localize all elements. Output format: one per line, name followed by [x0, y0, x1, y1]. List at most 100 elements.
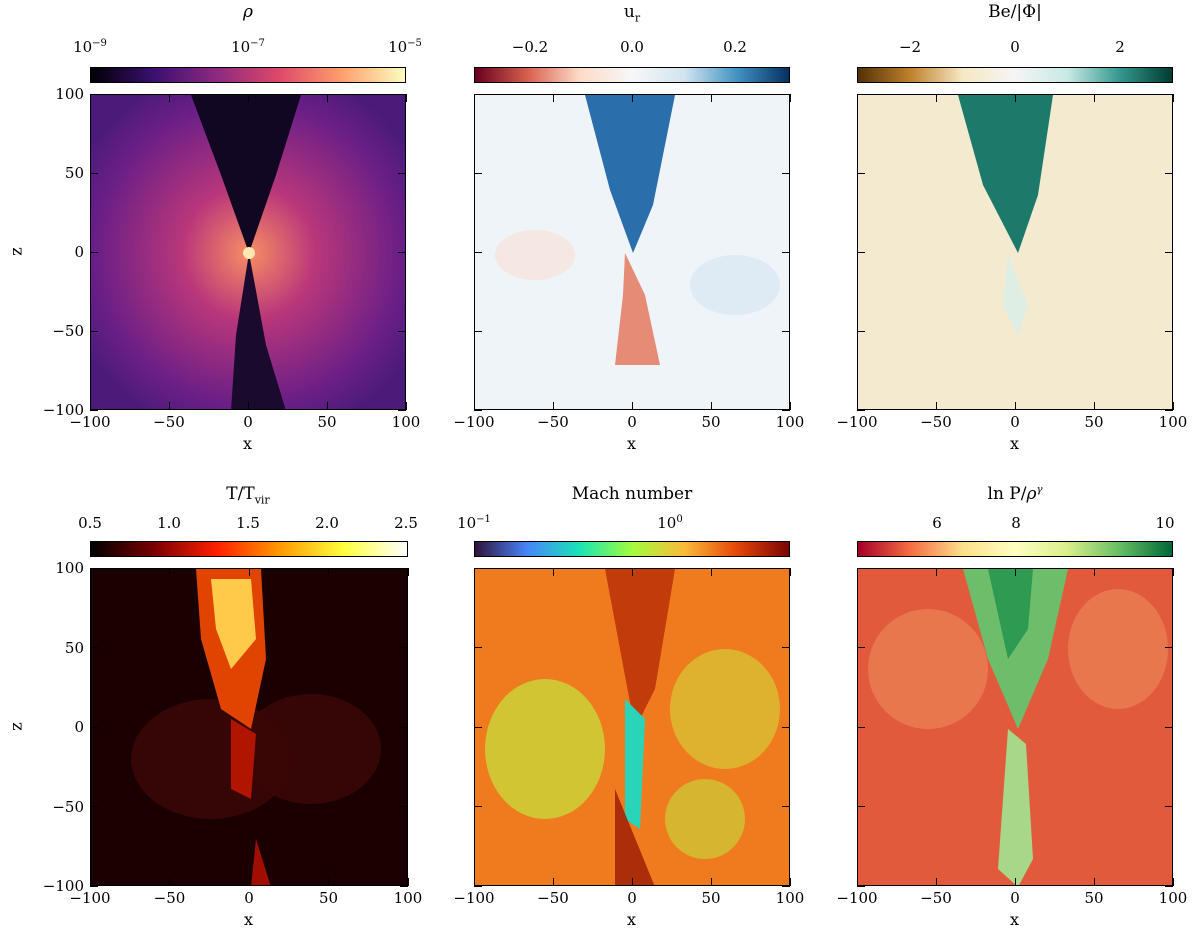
density-y-axis-label: z — [6, 247, 26, 256]
velocity-y-tick-mark — [474, 251, 482, 253]
bernoulli-x-tick-label: 100 — [1158, 413, 1188, 431]
temperature-y-tick-label: −50 — [52, 797, 84, 816]
bernoulli-x-tick-mark — [1014, 402, 1016, 410]
entropy-x-tick-mark — [1172, 568, 1174, 576]
temperature-y-tick-mark — [400, 567, 408, 569]
entropy-colorbar — [857, 541, 1173, 557]
mach-x-tick-label: 50 — [701, 889, 721, 907]
density-x-tick-mark — [247, 402, 249, 410]
velocity-y-tick-mark — [782, 330, 790, 332]
bernoulli-x-tick-mark — [935, 94, 937, 102]
entropy-x-tick-mark — [1093, 878, 1095, 886]
mach-y-tick-mark — [782, 885, 790, 887]
entropy-colorbar-title: ln P/ργ — [987, 484, 1043, 504]
mach-x-tick-mark — [789, 878, 791, 886]
density-y-tick-label: 100 — [55, 85, 84, 103]
mach-x-tick-mark — [552, 568, 554, 576]
entropy-y-tick-mark — [1165, 647, 1173, 648]
density-x-tick-label: 50 — [317, 413, 337, 431]
velocity-map — [474, 94, 790, 410]
density-y-tick-mark — [90, 172, 98, 174]
entropy-x-tick-mark — [935, 878, 937, 886]
velocity-x-tick-mark — [631, 94, 633, 102]
density-x-tick-mark — [405, 94, 407, 102]
mach-x-tick-mark — [710, 878, 712, 886]
bernoulli-x-axis-label: x — [1010, 434, 1020, 453]
density-y-tick-mark — [90, 409, 98, 411]
velocity-x-tick-label: 0 — [627, 413, 637, 431]
velocity-x-tick-mark — [631, 402, 633, 410]
density-y-tick-mark — [398, 330, 406, 332]
entropy-y-tick-mark — [857, 567, 865, 569]
velocity-y-tick-mark — [782, 409, 790, 411]
temperature-y-tick-mark — [90, 806, 98, 807]
mach-x-tick-mark — [631, 878, 633, 886]
temperature-y-tick-mark — [90, 647, 98, 648]
entropy-y-tick-mark — [857, 806, 865, 807]
temperature-y-tick-mark — [400, 806, 408, 807]
mach-colorbar — [474, 541, 790, 557]
temp-cbar-tick-1: 0.5 — [78, 514, 102, 532]
entropy-y-tick-mark — [857, 885, 865, 887]
temp-cbar-tick-4: 2.0 — [315, 514, 339, 532]
bernoulli-x-tick-label: −50 — [920, 413, 952, 431]
temperature-x-tick-mark — [169, 878, 170, 886]
velocity-y-tick-mark — [782, 93, 790, 95]
velocity-cbar-tick-1: −0.2 — [511, 38, 549, 56]
velocity-x-tick-label: 100 — [775, 413, 805, 431]
bernoulli-x-tick-label: 0 — [1010, 413, 1020, 431]
temperature-y-tick-label: 100 — [55, 559, 84, 577]
bernoulli-y-tick-mark — [857, 93, 865, 95]
bernoulli-x-tick-label: −100 — [836, 413, 878, 431]
bernoulli-x-tick-mark — [1172, 94, 1174, 102]
mach-y-tick-mark — [474, 647, 482, 648]
velocity-x-tick-mark — [710, 94, 712, 102]
density-x-tick-mark — [405, 402, 407, 410]
entropy-x-axis-label: x — [1010, 910, 1020, 929]
temp-cbar-tick-3: 1.5 — [236, 514, 260, 532]
entropy-x-tick-label: 100 — [1158, 889, 1188, 907]
entropy-x-tick-mark — [1014, 878, 1016, 886]
mach-x-tick-label: −100 — [453, 889, 495, 907]
mach-y-tick-mark — [474, 806, 482, 807]
bernoulli-y-tick-mark — [857, 330, 865, 332]
entropy-x-tick-mark — [1093, 568, 1095, 576]
temperature-x-tick-mark — [328, 878, 329, 886]
entropy-y-tick-mark — [1165, 885, 1173, 887]
bernoulli-map — [857, 94, 1173, 410]
mach-x-tick-mark — [631, 568, 633, 576]
mach-x-tick-mark — [789, 568, 791, 576]
mach-x-tick-label: 100 — [775, 889, 805, 907]
temperature-x-tick-mark — [407, 878, 409, 886]
temperature-y-tick-mark — [90, 567, 98, 569]
temperature-x-tick-label: −100 — [69, 889, 111, 907]
bernoulli-x-tick-mark — [935, 402, 937, 410]
velocity-x-tick-mark — [473, 402, 475, 410]
mach-cbar-tick-2: 100 — [657, 514, 683, 532]
density-x-tick-mark — [89, 402, 91, 410]
mach-y-tick-mark — [474, 567, 482, 569]
density-map — [90, 94, 406, 410]
temperature-x-tick-mark — [328, 568, 329, 576]
temperature-x-tick-label: −50 — [153, 889, 186, 907]
bernoulli-y-tick-mark — [1165, 409, 1173, 411]
entropy-y-tick-mark — [857, 647, 865, 648]
density-y-tick-mark — [398, 251, 406, 253]
entropy-x-tick-mark — [856, 568, 858, 576]
density-cbar-tick-1: 10−9 — [73, 38, 107, 56]
velocity-y-tick-mark — [474, 330, 482, 332]
density-x-tick-label: −100 — [69, 413, 111, 431]
velocity-x-tick-mark — [710, 402, 712, 410]
velocity-x-tick-label: 50 — [701, 413, 721, 431]
entropy-y-tick-mark — [1165, 567, 1173, 569]
temperature-x-axis-label: x — [244, 910, 254, 929]
mach-x-tick-mark — [473, 878, 475, 886]
entropy-x-tick-label: −100 — [836, 889, 878, 907]
mach-x-tick-mark — [710, 568, 712, 576]
bernoulli-x-tick-mark — [856, 94, 858, 102]
mach-y-tick-mark — [782, 647, 790, 648]
density-x-tick-label: 0 — [243, 413, 253, 431]
bernoulli-x-tick-mark — [1093, 94, 1095, 102]
temperature-x-tick-mark — [89, 878, 91, 886]
mach-x-axis-label: x — [627, 910, 637, 929]
